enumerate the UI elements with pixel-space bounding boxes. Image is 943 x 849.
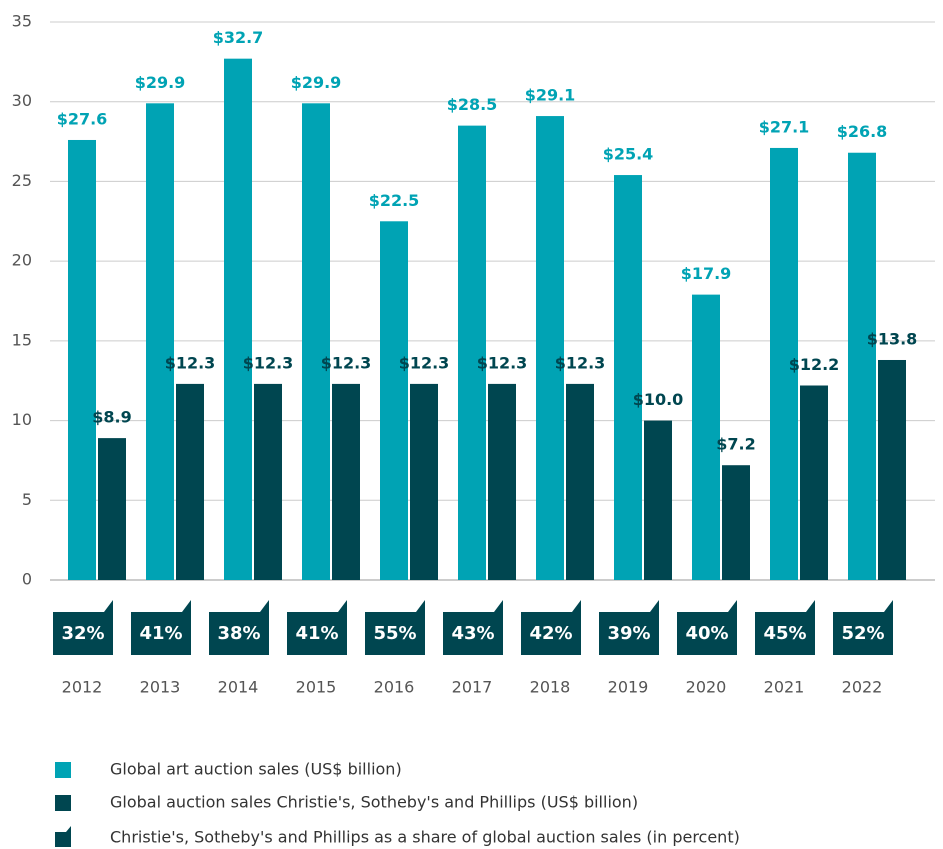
y-tick-label: 15 (12, 330, 32, 349)
bar (68, 139, 96, 580)
share-label: 43% (451, 623, 494, 644)
x-tick-label: 2015 (296, 678, 337, 697)
x-tick-label: 2019 (608, 678, 649, 697)
bar (458, 125, 486, 580)
bar (488, 383, 516, 580)
bar (254, 383, 282, 580)
share-label: 55% (373, 623, 416, 644)
x-tick-label: 2017 (452, 678, 493, 697)
value-label: $8.9 (92, 408, 131, 427)
legend-label: Christie's, Sotheby's and Phillips as a … (110, 828, 740, 847)
value-label: $12.3 (321, 353, 372, 372)
share-label: 41% (139, 623, 182, 644)
share-label: 39% (607, 623, 650, 644)
share-label: 40% (685, 623, 728, 644)
bar (380, 221, 408, 581)
y-tick-label: 5 (22, 490, 32, 509)
share-box (443, 600, 503, 655)
bar (332, 383, 360, 580)
value-label: $17.9 (681, 264, 732, 283)
bar (644, 420, 672, 580)
x-tick-label: 2020 (686, 678, 727, 697)
share-box (365, 600, 425, 655)
share-box (287, 600, 347, 655)
y-tick-label: 35 (12, 12, 32, 31)
legend-label: Global auction sales Christie's, Sotheby… (110, 793, 638, 812)
value-label: $7.2 (716, 435, 755, 454)
x-tick-label: 2018 (530, 678, 571, 697)
value-label: $13.8 (867, 329, 918, 348)
share-label: 41% (295, 623, 338, 644)
bar (848, 152, 876, 580)
value-label: $12.3 (243, 353, 294, 372)
x-tick-label: 2013 (140, 678, 181, 697)
bar (878, 359, 906, 580)
share-box (53, 600, 113, 655)
value-label: $27.6 (57, 109, 108, 128)
share-label: 32% (61, 623, 104, 644)
bar (410, 383, 438, 580)
bar (302, 103, 330, 581)
bar (800, 385, 828, 580)
value-label: $10.0 (633, 390, 684, 409)
value-label: $12.3 (555, 353, 606, 372)
share-label: 45% (763, 623, 806, 644)
share-label: 42% (529, 623, 572, 644)
legend-swatch (55, 762, 71, 778)
value-label: $12.3 (477, 353, 528, 372)
share-box (599, 600, 659, 655)
share-box (755, 600, 815, 655)
share-box (209, 600, 269, 655)
y-tick-label: 20 (12, 251, 32, 270)
value-label: $26.8 (837, 122, 888, 141)
x-tick-label: 2012 (62, 678, 103, 697)
value-label: $29.9 (135, 73, 186, 92)
y-tick-label: 30 (12, 91, 32, 110)
legend-swatch (55, 826, 71, 847)
x-tick-label: 2021 (764, 678, 805, 697)
value-label: $29.9 (291, 73, 342, 92)
bar (692, 294, 720, 580)
value-label: $28.5 (447, 95, 498, 114)
y-tick-label: 0 (22, 570, 32, 589)
share-label: 38% (217, 623, 260, 644)
y-tick-label: 25 (12, 171, 32, 190)
x-tick-label: 2014 (218, 678, 259, 697)
value-label: $32.7 (213, 28, 264, 47)
share-box (833, 600, 893, 655)
bar (176, 383, 204, 580)
share-box (131, 600, 191, 655)
bar (146, 103, 174, 581)
y-tick-label: 10 (12, 410, 32, 429)
bar (614, 175, 642, 580)
bar (722, 465, 750, 580)
bar (224, 58, 252, 580)
value-label: $27.1 (759, 117, 810, 136)
x-tick-label: 2022 (842, 678, 883, 697)
share-box (521, 600, 581, 655)
value-label: $25.4 (603, 145, 654, 164)
legend-swatch (55, 795, 71, 811)
bar (770, 147, 798, 580)
value-label: $22.5 (369, 191, 420, 210)
value-label: $12.3 (399, 353, 450, 372)
value-label: $29.1 (525, 86, 576, 105)
share-label: 52% (841, 623, 884, 644)
x-tick-label: 2016 (374, 678, 415, 697)
bar (566, 383, 594, 580)
legend-label: Global art auction sales (US$ billion) (110, 760, 402, 779)
bar (98, 438, 126, 580)
value-label: $12.2 (789, 355, 840, 374)
value-label: $12.3 (165, 353, 216, 372)
share-box (677, 600, 737, 655)
bar (536, 116, 564, 580)
